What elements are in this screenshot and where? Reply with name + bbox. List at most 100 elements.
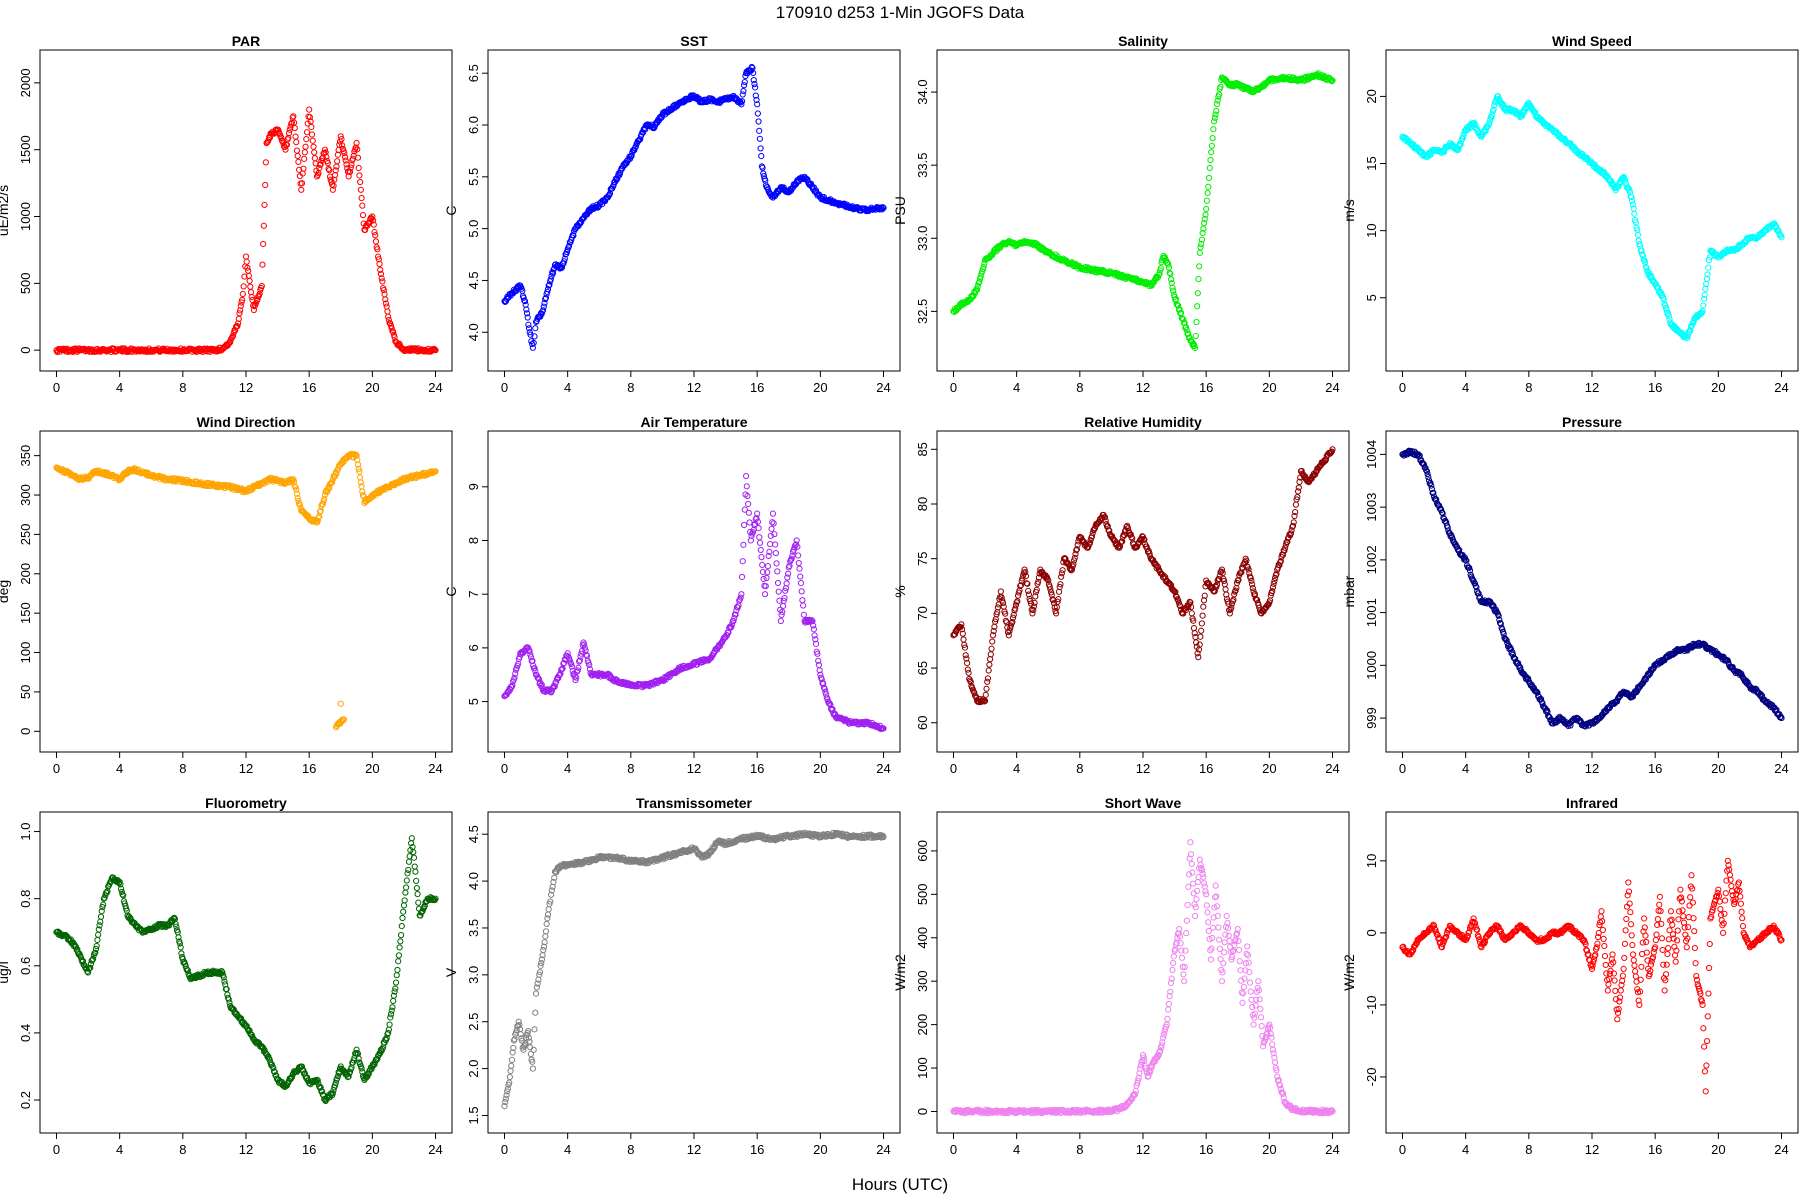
- data-point: [336, 141, 343, 148]
- data-point: [1203, 197, 1210, 204]
- data-point: [531, 333, 538, 340]
- data-point: [529, 340, 536, 348]
- data-point: [371, 229, 378, 236]
- data-point: [1521, 108, 1528, 116]
- data-point: [539, 307, 547, 314]
- data-point: [751, 80, 758, 88]
- data-point: [1634, 231, 1642, 238]
- x-tick-label: 0: [950, 761, 957, 776]
- data-point: [754, 101, 761, 108]
- data-point: [94, 936, 101, 944]
- y-axis-label: ug/l: [0, 961, 11, 984]
- data-point: [980, 263, 987, 271]
- data-point: [380, 286, 387, 294]
- x-tick-label: 8: [1525, 761, 1532, 776]
- panel-title: Wind Speed: [1552, 33, 1632, 49]
- y-axis-label: PSU: [892, 196, 908, 225]
- y-axis-label: m/s: [1341, 199, 1357, 222]
- data-point: [745, 509, 752, 516]
- data-point: [239, 296, 246, 304]
- data-point: [524, 314, 531, 321]
- x-tick-label: 20: [1711, 761, 1725, 776]
- x-tick-label: 20: [365, 761, 379, 776]
- x-tick-label: 16: [302, 761, 316, 776]
- data-point: [370, 221, 377, 228]
- data-point: [1176, 306, 1183, 313]
- data-point: [1206, 164, 1213, 172]
- y-tick-label: 999: [1364, 707, 1379, 729]
- data-point: [1183, 327, 1190, 334]
- y-tick-label: 5.0: [466, 220, 481, 238]
- data-point: [750, 69, 757, 77]
- data-point: [800, 611, 807, 618]
- data-point: [347, 164, 354, 171]
- data-series: [53, 450, 439, 731]
- y-tick-label: 60: [915, 716, 930, 730]
- data-point: [1156, 270, 1163, 277]
- data-point: [529, 344, 537, 351]
- data-point: [235, 320, 242, 327]
- x-tick-label: 16: [1648, 380, 1662, 395]
- data-point: [743, 483, 750, 490]
- data-point: [736, 98, 744, 105]
- data-point: [379, 278, 386, 285]
- data-point: [1161, 254, 1168, 261]
- data-point: [229, 333, 236, 340]
- data-point: [756, 135, 763, 142]
- data-point: [743, 472, 750, 480]
- data-point: [1211, 114, 1218, 121]
- data-point: [880, 204, 887, 212]
- y-tick-label: 1500: [18, 135, 33, 164]
- data-point: [383, 303, 390, 310]
- y-tick-label: 6.5: [466, 64, 481, 82]
- data-point: [242, 253, 250, 260]
- data-point: [845, 203, 852, 210]
- data-point: [298, 186, 305, 193]
- data-point: [359, 212, 367, 219]
- y-tick-label: 33.5: [915, 153, 930, 178]
- data-point: [1454, 146, 1461, 154]
- y-tick-label: 1001: [1364, 598, 1379, 627]
- y-tick-label: 8: [466, 537, 481, 544]
- panel-title: Air Temperature: [640, 414, 747, 430]
- y-tick-label: 200: [18, 563, 33, 585]
- data-point: [309, 137, 316, 144]
- data-point: [353, 139, 360, 147]
- plot-frame: [936, 430, 1350, 753]
- x-tick-label: 4: [1013, 761, 1020, 776]
- data-point: [1460, 133, 1467, 140]
- data-point: [311, 155, 319, 162]
- x-tick-label: 12: [239, 1142, 253, 1157]
- data-point: [530, 339, 537, 346]
- data-point: [610, 182, 617, 189]
- x-tick-label: 8: [1525, 380, 1532, 395]
- data-point: [738, 591, 745, 598]
- y-tick-label: 0.2: [18, 1091, 33, 1109]
- data-point: [1169, 284, 1176, 291]
- y-tick-label: 1.0: [18, 823, 33, 841]
- data-point: [329, 186, 336, 193]
- data-point: [348, 161, 355, 168]
- data-series: [1399, 447, 1785, 730]
- x-tick-label: 0: [501, 761, 508, 776]
- data-point: [628, 152, 635, 160]
- data-point: [756, 534, 763, 541]
- data-point: [1631, 210, 1638, 217]
- data-point: [346, 168, 354, 175]
- data-point: [1201, 216, 1208, 223]
- data-point: [263, 139, 270, 147]
- data-point: [1182, 323, 1190, 331]
- data-point: [392, 979, 400, 986]
- data-point: [1214, 97, 1221, 104]
- data-point: [1486, 120, 1493, 127]
- data-point: [754, 110, 761, 117]
- x-tick-label: 24: [428, 1142, 442, 1157]
- data-point: [740, 541, 747, 548]
- y-tick-label: 1003: [1364, 493, 1379, 522]
- data-point: [382, 296, 389, 303]
- data-point: [1196, 249, 1203, 256]
- plot-frame: [487, 430, 901, 753]
- y-tick-label: 75: [915, 551, 930, 565]
- data-point: [1194, 290, 1201, 297]
- data-point: [739, 91, 746, 98]
